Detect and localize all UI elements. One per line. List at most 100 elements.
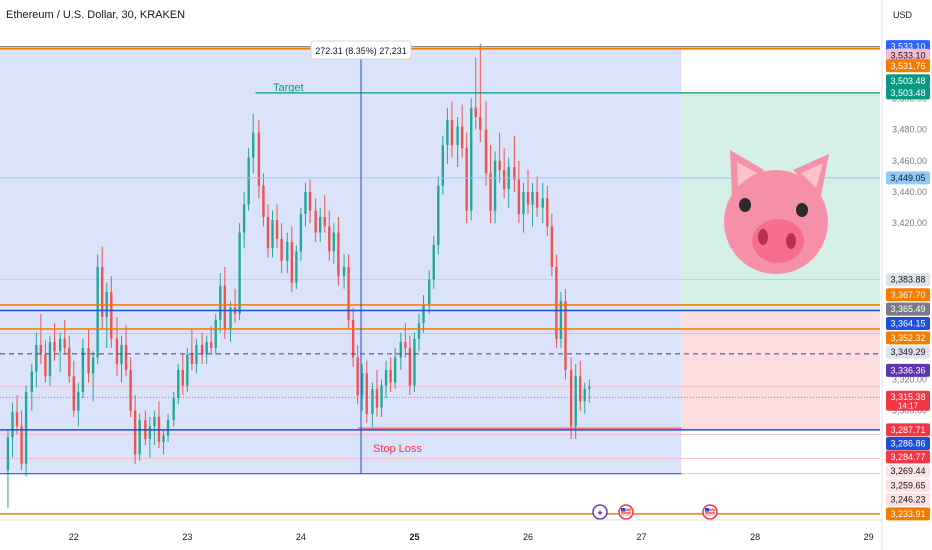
candle-8 (44, 340, 47, 383)
candle-93 (446, 107, 449, 164)
candle-body (517, 179, 521, 214)
candle-body (579, 376, 582, 402)
candle-body (6, 437, 10, 471)
candle-body (266, 216, 270, 249)
sparkle-icon: ✦ (596, 508, 604, 518)
candle-116 (555, 254, 558, 349)
candle-body (223, 285, 227, 330)
candle-23 (115, 316, 119, 377)
candle-71 (342, 254, 346, 289)
price-badge-bg (886, 288, 930, 302)
price-badge-bg (886, 86, 930, 100)
candle-body (474, 107, 477, 118)
candle-102 (489, 145, 492, 224)
candle-61 (295, 245, 298, 289)
price-badge-label: 3,284.77 (890, 452, 925, 462)
candle-body (20, 426, 23, 464)
candle-body (323, 216, 326, 227)
candle-119 (569, 357, 573, 439)
candle-body (172, 398, 175, 421)
candle-91 (437, 176, 440, 255)
candle-body (365, 373, 368, 414)
candle-90 (432, 235, 435, 289)
candle-body (214, 320, 217, 349)
candle-body (347, 266, 350, 321)
candle-101 (484, 101, 488, 186)
y-tick-label: 3,480.00 (892, 125, 927, 135)
candle-2 (15, 395, 19, 435)
candle-75 (361, 363, 364, 411)
price-badge-5: 3,449.05 (886, 171, 930, 185)
candle-body (588, 386, 591, 389)
candle-body (460, 126, 464, 149)
candle-123 (588, 379, 591, 403)
candle-35 (172, 391, 175, 427)
y-tick-label: 3,420.00 (892, 218, 927, 228)
candle-7 (39, 313, 43, 364)
candle-body (295, 251, 298, 283)
candle-body (522, 192, 525, 214)
price-badge-2: 3,531.76 (886, 59, 930, 73)
candle-41 (200, 332, 204, 364)
candle-57 (275, 204, 279, 249)
event-markers[interactable]: ✦ (592, 504, 718, 520)
candle-body (470, 107, 473, 211)
candle-body (138, 420, 141, 455)
candle-body (280, 238, 283, 261)
measure-tooltip-text: 272.31 (8.35%) 27,231 (315, 46, 407, 56)
candle-body (531, 192, 534, 205)
candle-115 (550, 213, 554, 277)
candle-body (502, 170, 506, 189)
event-icon-crypto[interactable] (592, 504, 608, 520)
currency-label[interactable]: USD (893, 10, 913, 20)
candle-body (450, 120, 454, 146)
candle-body (422, 304, 425, 324)
measure-zone (0, 48, 682, 474)
candle-body (148, 426, 152, 439)
candle-99 (474, 57, 477, 130)
candle-64 (308, 179, 312, 224)
price-badge-bg (886, 423, 930, 437)
price-badge-bg (886, 464, 930, 478)
candle-38 (186, 348, 189, 392)
candle-body (393, 357, 397, 383)
candle-74 (356, 345, 359, 405)
candle-42 (205, 335, 208, 364)
candle-body (375, 388, 379, 408)
y-tick-label: 3,320.00 (892, 374, 927, 384)
candle-body (328, 226, 331, 252)
candle-body (87, 348, 90, 374)
candle-body (546, 198, 549, 227)
price-badge-bg (886, 171, 930, 185)
candle-body (205, 341, 208, 355)
candle-77 (371, 382, 374, 427)
price-badge-countdown: 14:17 (898, 402, 919, 411)
candle-body (332, 232, 336, 252)
price-badge-bg (886, 450, 930, 464)
candle-70 (337, 216, 340, 286)
annotations-layer: Target Stop Loss 272.31 (8.35%) 27,231 ✦ (273, 40, 829, 520)
candle-88 (422, 295, 425, 333)
candle-body (44, 354, 47, 377)
candle-53 (257, 120, 261, 199)
candle-68 (328, 210, 331, 261)
candle-104 (498, 132, 501, 183)
candle-31 (153, 410, 156, 446)
price-badge-label: 3,383.88 (890, 275, 925, 285)
candle-13 (68, 335, 71, 383)
price-badge-4: 3,503.48 (886, 86, 930, 100)
price-badge-label: 3,365.49 (890, 304, 925, 314)
candle-body (413, 338, 416, 386)
symbol-title: Ethereum / U.S. Dollar, 30, KRAKEN (6, 9, 186, 21)
candle-51 (247, 148, 250, 211)
price-badge-label: 3,336.36 (890, 365, 925, 375)
candle-body (351, 320, 355, 358)
candle-47 (229, 301, 232, 342)
y-tick-label: 3,460.00 (892, 156, 927, 166)
lines-layer (0, 46, 880, 515)
candle-95 (456, 117, 459, 168)
candle-28 (138, 413, 141, 461)
candle-body (428, 279, 431, 305)
